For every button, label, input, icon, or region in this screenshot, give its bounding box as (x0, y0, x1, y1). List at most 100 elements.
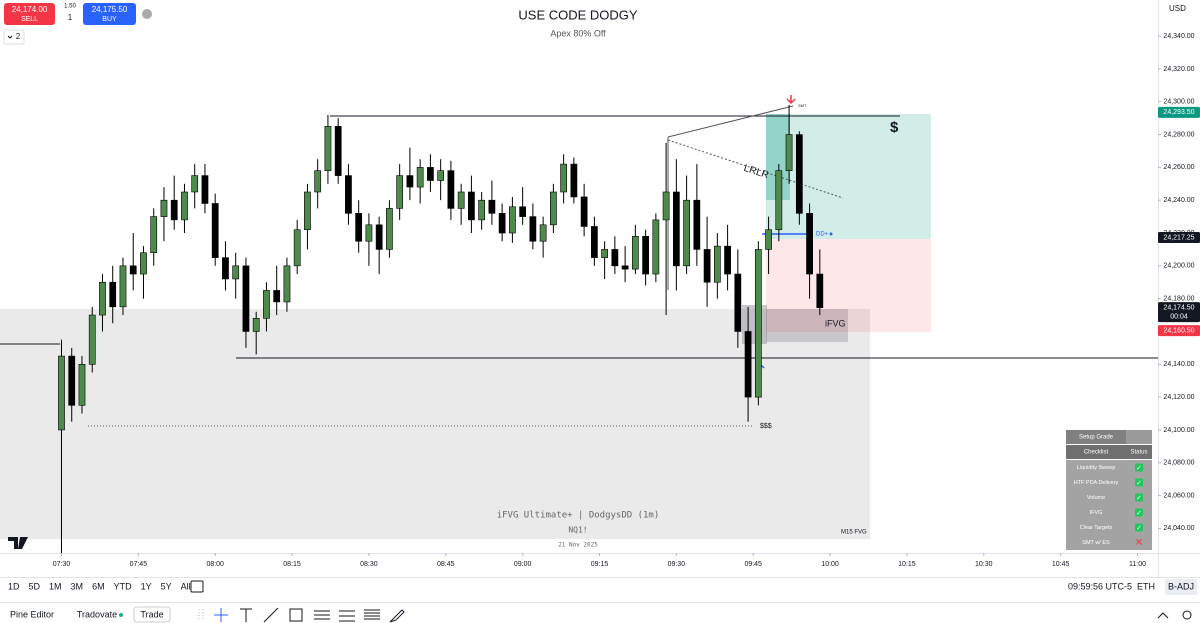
session[interactable]: ETH (1137, 581, 1155, 591)
candle-body (539, 224, 547, 242)
loss-zone (766, 239, 931, 332)
buy-price: 24,175.50 (92, 5, 128, 14)
candle-body (396, 175, 404, 209)
x-tick-label: 10:45 (1052, 561, 1070, 568)
candle-body (273, 290, 281, 303)
candle-body (293, 229, 301, 267)
info-icon[interactable] (142, 9, 152, 19)
price-tag-countdown: 00:04 (1170, 314, 1188, 321)
price-tag (1158, 106, 1200, 118)
drawing-tools[interactable] (198, 607, 1192, 623)
y-tick-label: 24,340.00 (1163, 33, 1194, 40)
candle-body (427, 167, 434, 181)
annotation: SMT (798, 103, 807, 108)
candle-body (211, 203, 219, 258)
candle-body (560, 163, 568, 193)
candle-body (601, 249, 608, 258)
y-tick-label: 24,260.00 (1163, 164, 1194, 171)
candle-body (283, 265, 291, 303)
currency[interactable]: USD (1169, 4, 1186, 13)
sell-button[interactable] (4, 3, 55, 25)
candle-body (580, 196, 588, 227)
x-tick-label: 08:00 (206, 561, 224, 568)
logo (8, 537, 28, 549)
x-tick-label: 10:30 (975, 561, 993, 568)
checklist-title: Setup Grade (1079, 435, 1114, 441)
interval-dropdown[interactable] (3, 29, 25, 45)
candle-body (78, 363, 86, 406)
candle-body (498, 213, 506, 234)
price-tag-label: 24,174.50 (1163, 305, 1194, 312)
status-box (1135, 523, 1143, 532)
adjust-button[interactable] (1165, 579, 1197, 595)
range-button[interactable]: 5D (29, 581, 41, 591)
candle-body (68, 355, 76, 406)
range-button[interactable]: 6M (92, 581, 105, 591)
buy-label: BUY (102, 16, 117, 23)
candle-body (652, 219, 660, 275)
candle-body (375, 224, 383, 250)
watermark: 21 Nov 2025 (558, 542, 598, 549)
candle-body (590, 226, 598, 258)
candle-body (724, 245, 731, 275)
spread: 1.50 (64, 4, 76, 10)
candle-body (109, 281, 117, 308)
candle-body (99, 281, 106, 316)
checklist-row-bg (1066, 505, 1152, 520)
candle-body (693, 199, 701, 250)
price-tag-label: 24,217.25 (1163, 234, 1194, 241)
x-tick-label: 08:45 (437, 561, 455, 568)
candle-body (570, 163, 578, 198)
pine-editor[interactable]: Pine Editor (10, 609, 54, 619)
checklist-status: ✓ (1136, 510, 1142, 517)
y-tick-label: 24,120.00 (1163, 394, 1194, 401)
broker[interactable]: Tradovate (77, 609, 117, 619)
x-tick-label: 08:15 (283, 561, 301, 568)
range-button[interactable]: 1M (49, 581, 62, 591)
range-button[interactable]: 5Y (161, 581, 172, 591)
candle-body (160, 199, 168, 217)
candle-body (672, 191, 680, 267)
x-tick-label: 08:30 (360, 561, 378, 568)
calendar-icon[interactable] (190, 580, 204, 593)
down-arrow (786, 95, 796, 105)
checklist-status: ✓ (1136, 495, 1142, 502)
quantity[interactable]: 1 (68, 13, 73, 22)
annotation: $ (890, 119, 899, 136)
x-tick-label: 09:30 (668, 561, 686, 568)
checklist-label: Clear Targets (1080, 525, 1113, 531)
y-tick-label: 24,140.00 (1163, 361, 1194, 368)
candle-body (314, 170, 322, 193)
candle-body (345, 175, 352, 214)
status-box (1135, 478, 1143, 487)
candle-body (488, 199, 496, 214)
range-button[interactable]: 3M (71, 581, 84, 591)
candle-body (88, 314, 96, 365)
buy-button[interactable] (83, 3, 136, 25)
lrlr-line (667, 139, 844, 199)
candle-body (365, 224, 373, 242)
range-button[interactable]: 1D (8, 581, 20, 591)
smt-line (667, 105, 794, 138)
annotation: DD+ (816, 232, 829, 238)
broker-status (119, 613, 123, 617)
price-tag (1158, 232, 1200, 244)
watermark: NQ1! (568, 526, 587, 535)
range-button[interactable]: All (181, 581, 191, 591)
candle-body (529, 216, 537, 242)
price-tag-label: 24,160.50 (1163, 327, 1194, 334)
trade-button[interactable] (133, 606, 171, 623)
chart-title: USE CODE DODGY (518, 7, 638, 22)
range-button[interactable]: YTD (114, 581, 133, 591)
checklist-status: ✓ (1136, 525, 1142, 532)
range-button[interactable]: 1Y (141, 581, 152, 591)
checklist-title-bg (1066, 430, 1126, 444)
checklist-header: Status (1130, 450, 1147, 456)
y-tick-label: 24,300.00 (1163, 99, 1194, 106)
checklist-status: ✓ (1136, 480, 1142, 487)
candle-body (795, 134, 803, 214)
candle-body (140, 252, 147, 275)
checklist-row-bg (1066, 460, 1152, 475)
candle-body (468, 191, 475, 221)
checklist-header: Checklist (1084, 450, 1109, 456)
